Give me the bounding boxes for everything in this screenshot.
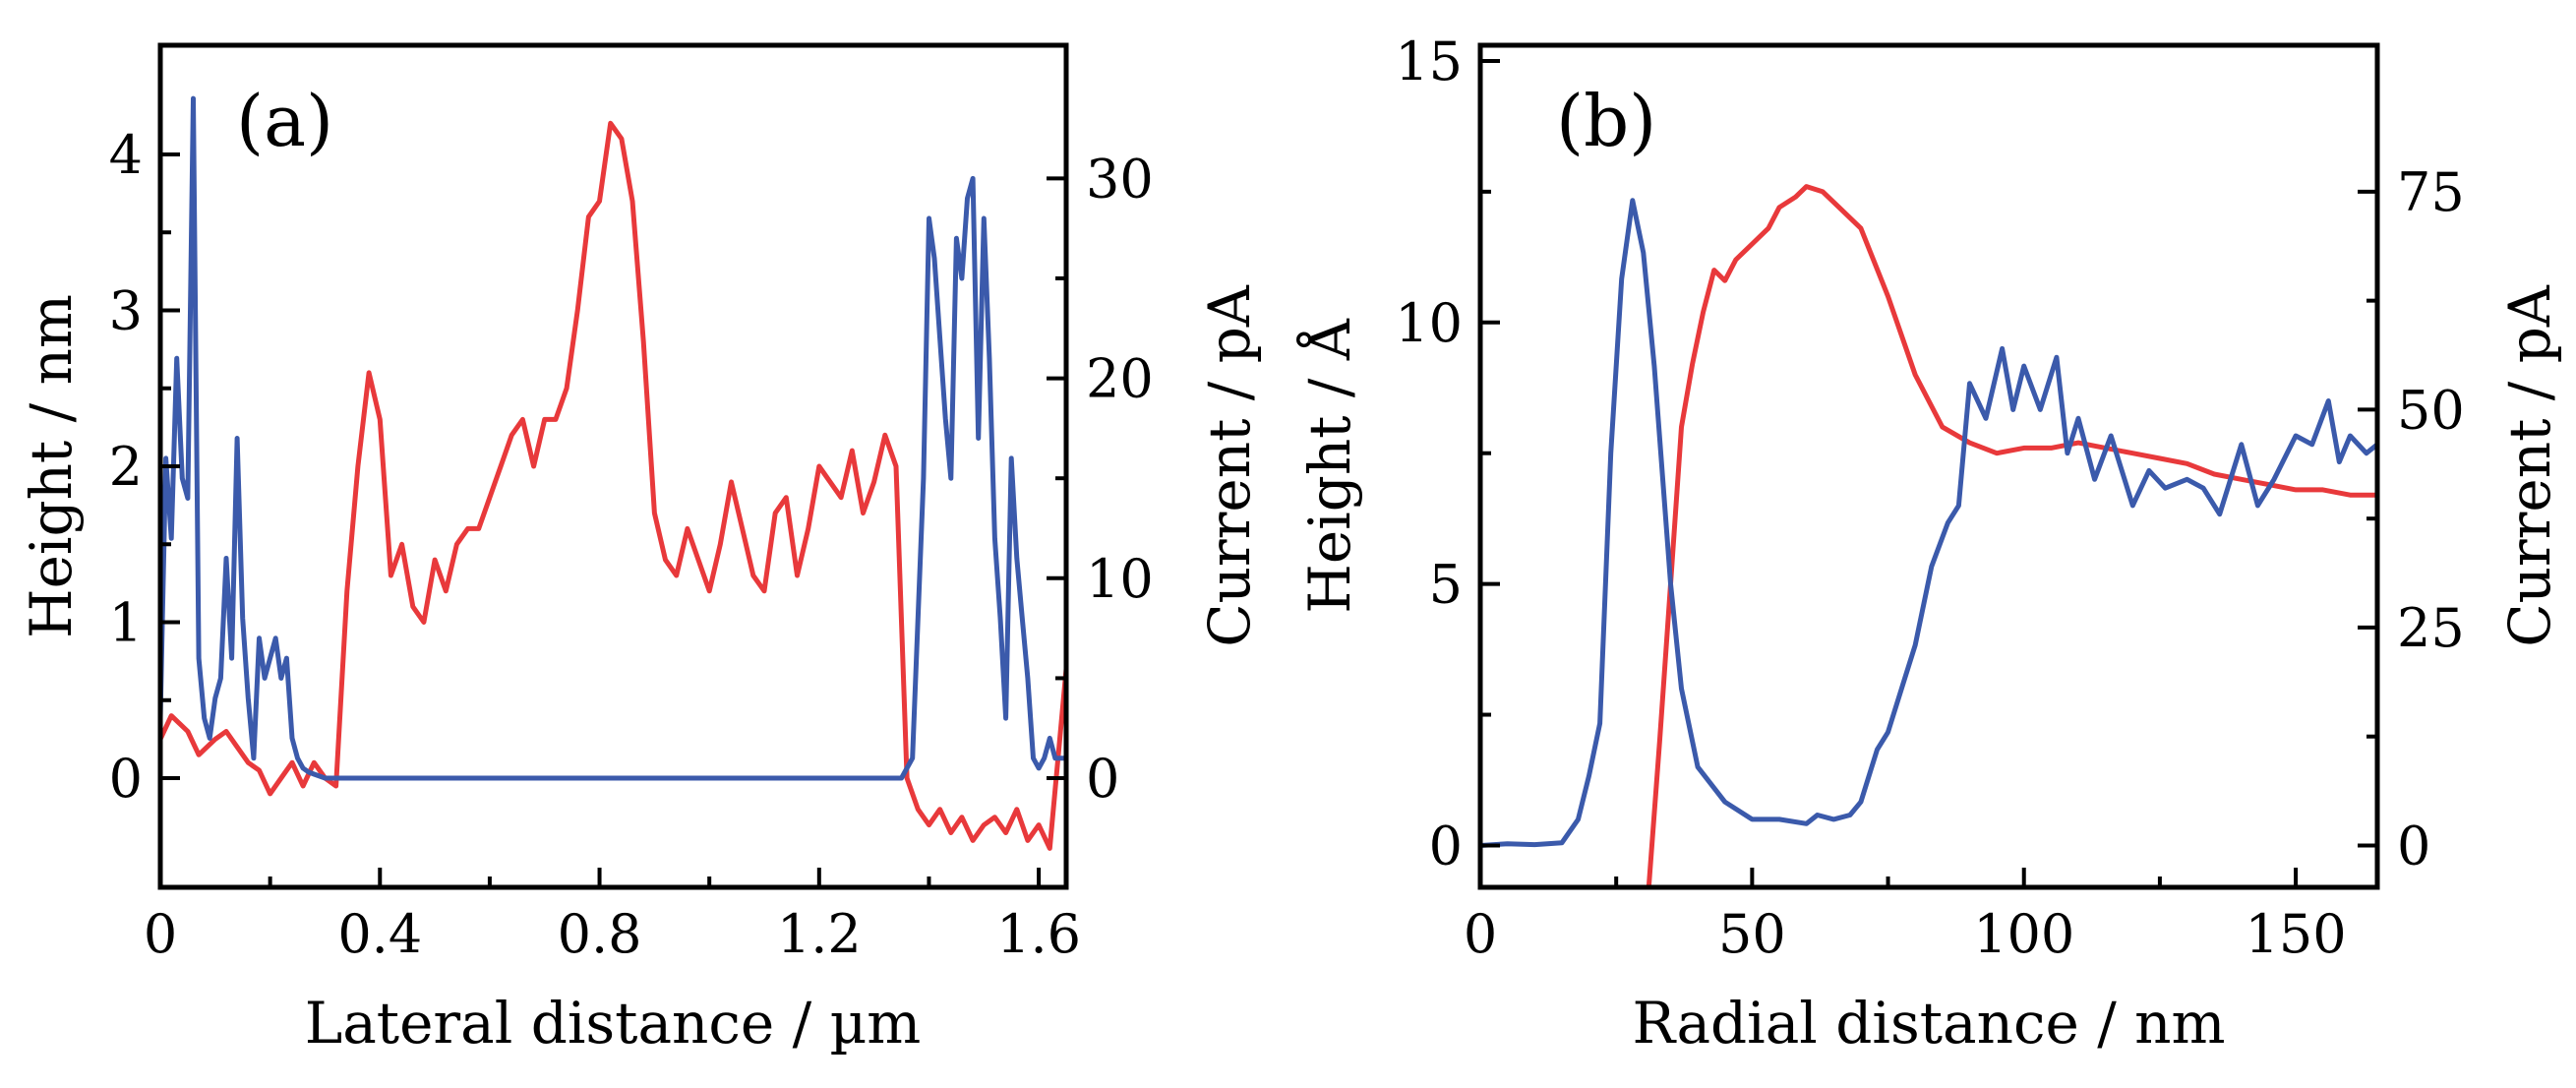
y-left-tick-label-b: 10	[1395, 292, 1463, 354]
y-left-tick-label-a: 2	[109, 436, 143, 498]
x-tick-label-b: 150	[2246, 903, 2347, 965]
y-right-tick-label-b: 50	[2397, 379, 2465, 441]
y-right-axis-title-b: Current / pA	[2496, 284, 2563, 647]
y-left-tick-label-b: 15	[1395, 30, 1463, 92]
y-left-tick-label-a: 4	[109, 124, 143, 186]
x-axis-title-a: Lateral distance / µm	[305, 990, 922, 1057]
y-left-tick-label-b: 5	[1429, 554, 1463, 616]
y-right-axis-title-a: Current / pA	[1196, 284, 1263, 647]
x-tick-label-a: 1.6	[996, 903, 1081, 965]
y-right-tick-label-b: 75	[2397, 161, 2465, 223]
y-left-axis-title-b: Height / Å	[1296, 318, 1363, 614]
chart-panel-a: 0 0.4 0.8 1.2 1.6 0 1 2 3 4 0 10 20 30 (a) Lateral di…	[18, 42, 1263, 1057]
x-tick-label-b: 50	[1718, 903, 1786, 965]
y-right-tick-label-a: 10	[1086, 548, 1154, 610]
y-right-tick-label-b: 0	[2397, 815, 2430, 876]
panel-label-b: (b)	[1556, 80, 1656, 162]
series-line-height-b	[1646, 184, 2377, 887]
y-left-tick-label-a: 0	[109, 748, 143, 810]
y-right-tick-label-b: 25	[2397, 597, 2465, 659]
x-axis-title-b: Radial distance / nm	[1632, 990, 2225, 1057]
series-layer-a	[160, 95, 1066, 851]
panel-label-a: (a)	[236, 80, 333, 162]
x-tick-label-a: 0	[144, 903, 177, 965]
y-left-tick-label-b: 0	[1429, 815, 1463, 876]
series-line-height-a	[160, 120, 1066, 851]
x-tick-label-a: 1.2	[777, 903, 862, 965]
y-left-tick-label-a: 1	[109, 592, 143, 654]
series-line-current-a	[160, 95, 1066, 781]
ticks-layer-a: 0 0.4 0.8 1.2 1.6 0 1 2 3 4 0 10 20 30	[109, 124, 1154, 965]
x-tick-label-a: 0.8	[558, 903, 642, 965]
x-tick-label-b: 0	[1464, 903, 1497, 965]
y-right-tick-label-a: 0	[1086, 748, 1119, 810]
y-right-tick-label-a: 30	[1086, 148, 1154, 210]
y-right-tick-label-a: 20	[1086, 348, 1154, 410]
x-tick-label-a: 0.4	[337, 903, 422, 965]
x-tick-label-b: 100	[1973, 903, 2074, 965]
series-line-current-b	[1480, 198, 2377, 848]
plot-frame-a	[157, 42, 1069, 890]
y-left-tick-label-a: 3	[109, 279, 143, 341]
y-left-axis-title-a: Height / nm	[18, 294, 85, 638]
plot-frame-b	[1477, 42, 2380, 890]
series-layer-b	[1480, 184, 2377, 887]
